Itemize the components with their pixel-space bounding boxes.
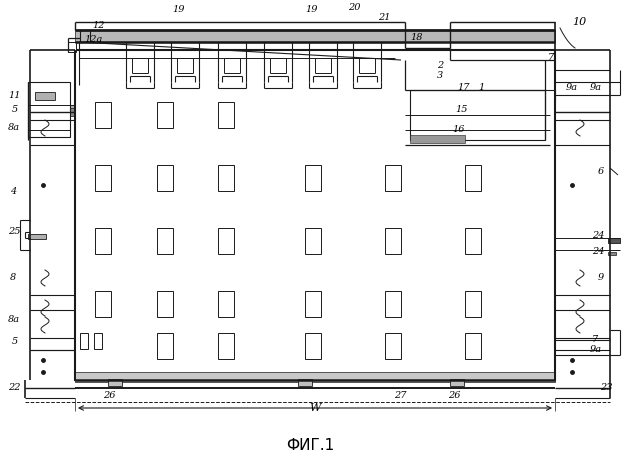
Bar	[385, 291, 401, 317]
Bar	[75, 50, 555, 380]
Bar	[28, 82, 70, 137]
Bar	[63, 108, 75, 116]
Bar	[410, 90, 545, 140]
Text: 2: 2	[437, 60, 444, 69]
Text: 24: 24	[592, 248, 605, 256]
Text: 12: 12	[92, 21, 104, 30]
Bar	[60, 105, 76, 115]
Text: 25: 25	[8, 228, 20, 237]
Bar	[465, 165, 481, 191]
Bar	[305, 291, 321, 317]
Bar	[95, 165, 111, 191]
Bar	[157, 333, 173, 359]
Text: 7: 7	[592, 335, 598, 345]
Text: 8a: 8a	[8, 315, 20, 324]
Text: 4: 4	[10, 187, 16, 197]
Text: 24: 24	[592, 232, 605, 240]
Bar	[157, 102, 173, 128]
Bar	[465, 333, 481, 359]
Bar	[95, 102, 111, 128]
Bar	[305, 228, 321, 254]
Bar	[75, 372, 555, 382]
Bar	[450, 379, 464, 386]
Bar	[465, 291, 481, 317]
Text: 12a: 12a	[84, 34, 102, 43]
Bar	[68, 42, 76, 52]
Bar	[385, 333, 401, 359]
Text: ФИГ.1: ФИГ.1	[286, 437, 334, 452]
Bar	[465, 228, 481, 254]
Text: 17: 17	[457, 83, 470, 91]
Text: 15: 15	[455, 106, 467, 115]
Bar	[385, 165, 401, 191]
Text: W: W	[309, 403, 321, 413]
Bar	[218, 228, 234, 254]
Text: 21: 21	[378, 14, 390, 22]
Bar	[218, 102, 234, 128]
Text: 10: 10	[572, 17, 586, 27]
Text: 8a: 8a	[8, 123, 20, 133]
Bar	[218, 291, 234, 317]
Text: 18: 18	[410, 33, 422, 43]
Text: 26: 26	[448, 392, 461, 400]
Text: 8: 8	[10, 273, 16, 282]
Text: 5: 5	[12, 106, 19, 115]
Text: 9: 9	[598, 273, 604, 282]
Bar	[157, 165, 173, 191]
Bar	[608, 252, 616, 255]
Bar	[218, 333, 234, 359]
Text: 16: 16	[452, 126, 465, 134]
Text: 26: 26	[103, 392, 115, 400]
Bar	[218, 165, 234, 191]
Text: 6: 6	[598, 168, 604, 176]
Bar	[305, 333, 321, 359]
Bar	[298, 379, 312, 386]
Bar	[410, 135, 465, 143]
Text: 23: 23	[600, 383, 612, 393]
Bar	[94, 333, 102, 349]
Bar	[157, 291, 173, 317]
Bar	[608, 238, 620, 243]
Bar	[108, 379, 122, 386]
Text: 5: 5	[12, 338, 19, 346]
Bar	[28, 234, 46, 239]
Text: 1: 1	[478, 84, 484, 92]
Text: 3: 3	[437, 70, 444, 80]
Text: 7: 7	[548, 53, 554, 63]
Bar	[95, 291, 111, 317]
Text: 20: 20	[348, 4, 360, 12]
Text: 22: 22	[8, 383, 20, 393]
Text: 11: 11	[8, 90, 20, 100]
Text: 9a: 9a	[590, 345, 602, 355]
Text: 19: 19	[305, 5, 317, 15]
Bar	[35, 92, 55, 100]
Bar	[95, 228, 111, 254]
Text: 27: 27	[394, 392, 406, 400]
Bar	[157, 228, 173, 254]
Bar	[305, 165, 321, 191]
Text: 9a: 9a	[590, 84, 602, 92]
Text: 19: 19	[172, 5, 184, 15]
Bar	[75, 30, 555, 42]
Text: 9a: 9a	[566, 84, 578, 92]
Bar	[385, 228, 401, 254]
Bar	[80, 333, 88, 349]
